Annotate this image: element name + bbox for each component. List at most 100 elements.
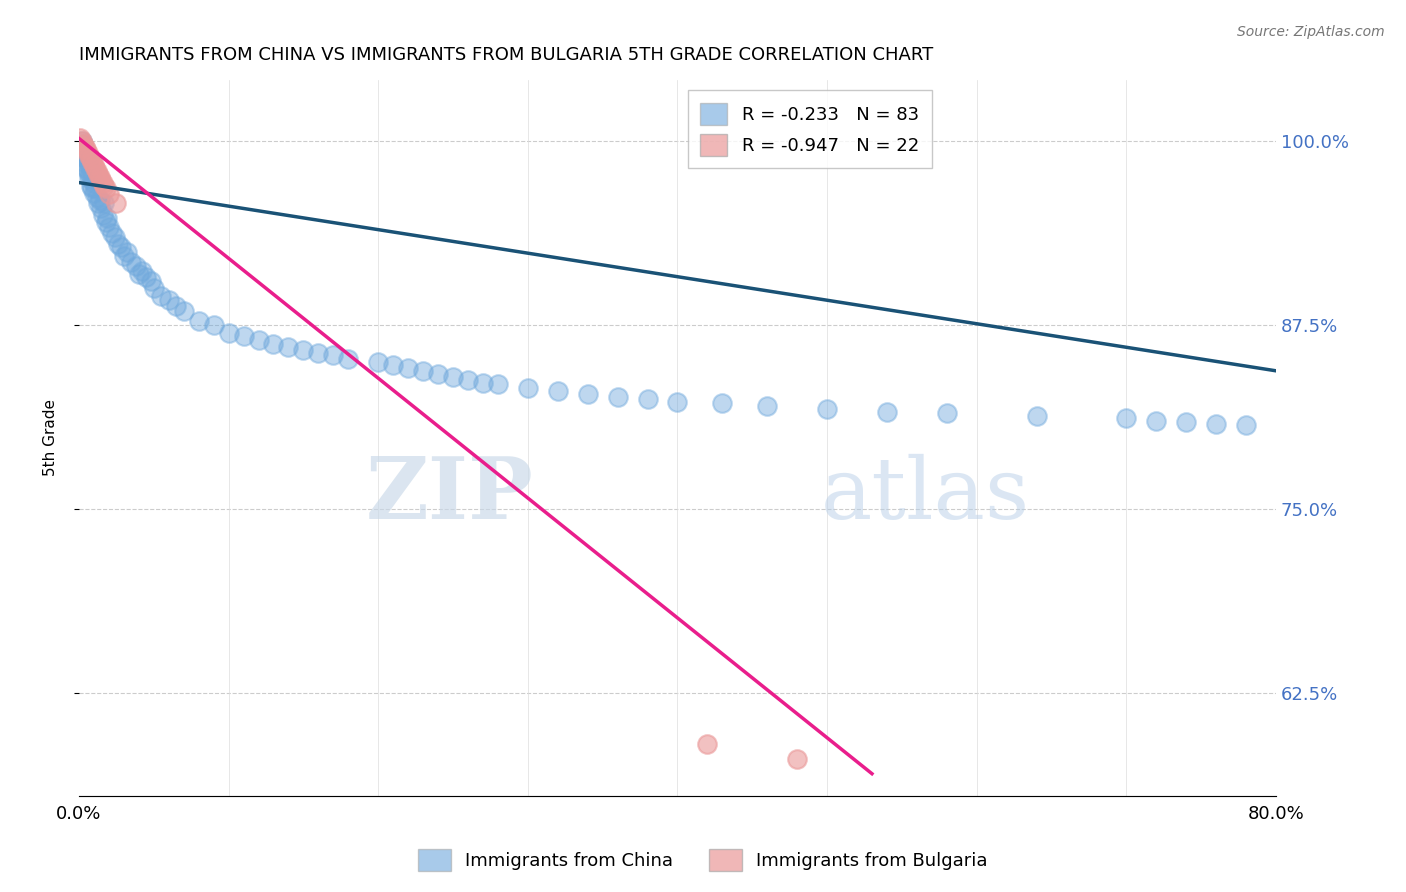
Point (1025, 409, 1047, 424)
Point (322, 348, 344, 362)
Point (87, 196, 110, 211)
Point (396, 360, 419, 375)
Point (337, 352, 360, 367)
Legend: Immigrants from China, Immigrants from Bulgaria: Immigrants from China, Immigrants from B… (411, 842, 995, 879)
Point (187, 314, 209, 328)
Point (935, 407, 957, 421)
Point (86, 190, 108, 204)
Point (128, 267, 150, 281)
Point (77, 156, 100, 170)
Point (94, 181, 117, 195)
Point (91, 176, 114, 190)
Point (93, 178, 115, 193)
Point (107, 237, 129, 252)
Point (80, 152, 103, 166)
Point (1115, 410, 1137, 425)
Point (1144, 414, 1167, 428)
Point (86, 164, 108, 178)
Point (1234, 418, 1257, 433)
Point (202, 318, 225, 333)
Point (72, 146, 94, 161)
Point (516, 381, 538, 395)
Point (786, 752, 808, 766)
Point (77, 146, 100, 161)
Text: Source: ZipAtlas.com: Source: ZipAtlas.com (1237, 25, 1385, 39)
Point (96, 211, 118, 225)
Point (292, 343, 315, 358)
Point (457, 373, 479, 387)
Point (139, 274, 162, 288)
Point (576, 387, 599, 401)
Point (1175, 415, 1198, 429)
Point (89, 193, 111, 207)
Point (80, 178, 103, 193)
Point (90, 201, 112, 215)
Point (173, 303, 195, 318)
Point (382, 358, 405, 372)
Point (104, 230, 127, 244)
Point (486, 377, 509, 392)
Text: atlas: atlas (821, 453, 1031, 537)
Point (70, 142, 93, 156)
Point (82, 171, 104, 186)
Point (876, 405, 898, 419)
Point (77, 164, 100, 178)
Point (97, 219, 120, 234)
Point (120, 255, 142, 269)
Point (72, 137, 94, 152)
Point (70, 135, 93, 149)
Point (157, 293, 180, 308)
Point (441, 369, 464, 384)
Point (93, 196, 115, 211)
Point (72, 137, 94, 152)
Point (75, 152, 97, 166)
Point (75, 161, 97, 175)
Point (83, 158, 105, 172)
Text: ZIP: ZIP (366, 453, 534, 537)
Point (247, 333, 270, 347)
Point (547, 384, 569, 399)
Point (80, 164, 103, 178)
Point (277, 340, 299, 354)
Point (69, 149, 91, 163)
Point (83, 176, 105, 190)
Point (73, 156, 96, 170)
Point (70, 135, 93, 149)
Point (367, 355, 389, 369)
Point (84, 161, 107, 175)
Point (606, 390, 628, 404)
Point (83, 186, 105, 200)
Point (427, 367, 450, 381)
Point (412, 364, 434, 378)
Point (97, 187, 120, 202)
Y-axis label: 5th Grade: 5th Grade (44, 400, 58, 476)
Point (73, 140, 96, 154)
Point (150, 289, 173, 303)
Point (79, 171, 101, 186)
Point (815, 402, 838, 417)
Point (115, 244, 138, 259)
Point (262, 337, 284, 351)
Point (165, 299, 187, 313)
Point (105, 196, 128, 211)
Text: IMMIGRANTS FROM CHINA VS IMMIGRANTS FROM BULGARIA 5TH GRADE CORRELATION CHART: IMMIGRANTS FROM CHINA VS IMMIGRANTS FROM… (79, 46, 934, 64)
Point (79, 167, 101, 181)
Point (696, 737, 718, 751)
Point (73, 149, 96, 163)
Point (101, 226, 124, 240)
Point (89, 169, 111, 184)
Point (110, 240, 132, 254)
Point (637, 392, 659, 406)
Point (218, 326, 240, 340)
Point (87, 167, 110, 181)
Point (711, 396, 734, 410)
Point (666, 394, 689, 409)
Point (79, 149, 101, 163)
Point (90, 172, 112, 186)
Point (1205, 417, 1227, 431)
Point (756, 399, 779, 413)
Point (131, 264, 153, 278)
Point (142, 281, 165, 295)
Point (471, 376, 494, 390)
Point (69, 131, 91, 145)
